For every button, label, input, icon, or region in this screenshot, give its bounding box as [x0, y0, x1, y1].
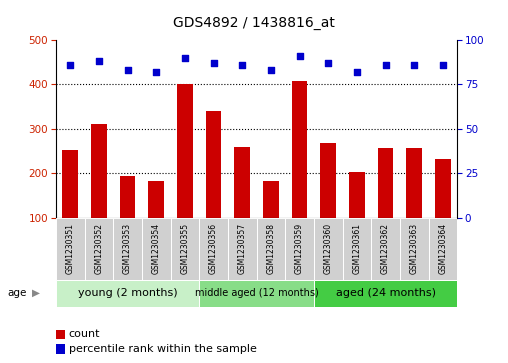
Text: GSM1230358: GSM1230358	[266, 223, 275, 274]
Text: GSM1230353: GSM1230353	[123, 223, 132, 274]
Point	[267, 67, 275, 73]
Text: count: count	[69, 329, 100, 339]
Bar	[321, 143, 336, 218]
Bar	[342, 218, 371, 280]
Text: GSM1230359: GSM1230359	[295, 223, 304, 274]
Text: GSM1230364: GSM1230364	[438, 223, 448, 274]
Bar	[257, 218, 285, 280]
Point	[238, 62, 246, 68]
Bar	[62, 150, 78, 218]
Bar	[84, 218, 113, 280]
Bar	[171, 218, 199, 280]
Bar	[91, 125, 107, 218]
Text: GSM1230356: GSM1230356	[209, 223, 218, 274]
Bar	[292, 81, 307, 218]
Bar	[56, 218, 84, 280]
Bar	[314, 280, 457, 307]
Text: GSM1230363: GSM1230363	[409, 223, 419, 274]
Point	[382, 62, 390, 68]
Point	[439, 62, 447, 68]
Bar	[206, 111, 221, 218]
Bar	[314, 218, 342, 280]
Text: age: age	[8, 288, 27, 298]
Point	[181, 55, 189, 61]
Bar	[429, 218, 457, 280]
Bar	[177, 83, 193, 218]
Bar	[56, 280, 199, 307]
Bar	[142, 218, 171, 280]
Point	[66, 62, 74, 68]
Text: GSM1230360: GSM1230360	[324, 223, 333, 274]
Text: ▶: ▶	[32, 288, 40, 298]
Text: GSM1230361: GSM1230361	[353, 223, 361, 274]
Point	[152, 69, 160, 75]
Bar	[120, 176, 136, 218]
Point	[410, 62, 418, 68]
Bar	[113, 218, 142, 280]
Bar	[234, 147, 250, 218]
Text: percentile rank within the sample: percentile rank within the sample	[69, 344, 257, 354]
Text: middle aged (12 months): middle aged (12 months)	[195, 288, 319, 298]
Bar	[377, 148, 393, 218]
Point	[353, 69, 361, 75]
Point	[123, 67, 132, 73]
Bar	[349, 172, 365, 218]
Bar	[148, 182, 164, 218]
Bar	[228, 218, 257, 280]
Point	[296, 53, 304, 59]
Bar	[371, 218, 400, 280]
Text: GSM1230351: GSM1230351	[66, 223, 75, 274]
Point	[324, 60, 332, 66]
Bar	[406, 148, 422, 218]
Text: GSM1230362: GSM1230362	[381, 223, 390, 274]
Bar	[263, 182, 279, 218]
Bar	[199, 280, 314, 307]
Text: GSM1230354: GSM1230354	[152, 223, 161, 274]
Point	[209, 60, 217, 66]
Text: aged (24 months): aged (24 months)	[336, 288, 435, 298]
Text: GSM1230357: GSM1230357	[238, 223, 247, 274]
Bar	[400, 218, 429, 280]
Text: young (2 months): young (2 months)	[78, 288, 177, 298]
Bar	[285, 218, 314, 280]
Bar	[199, 218, 228, 280]
Text: GSM1230355: GSM1230355	[180, 223, 189, 274]
Text: GSM1230352: GSM1230352	[94, 223, 104, 274]
Bar	[435, 159, 451, 218]
Text: GDS4892 / 1438816_at: GDS4892 / 1438816_at	[173, 16, 335, 30]
Point	[95, 58, 103, 64]
